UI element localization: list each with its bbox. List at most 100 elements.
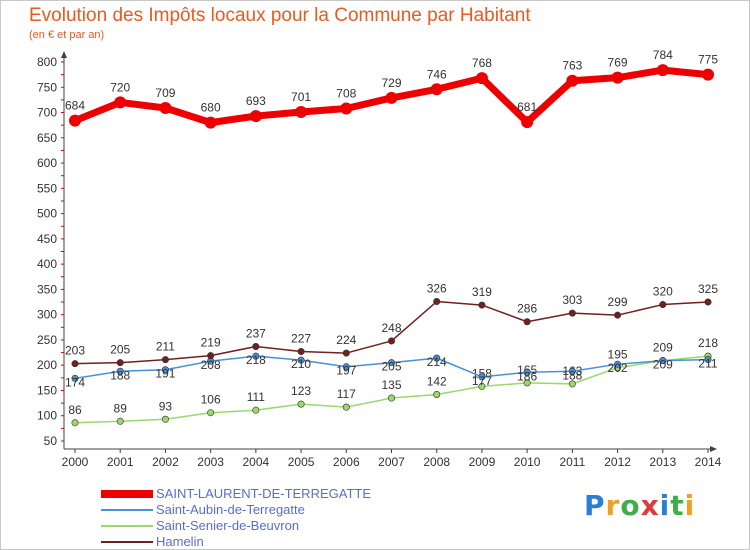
series-saint-aubin-data-label: 209 [653, 358, 673, 372]
series-saint-aubin-point [116, 367, 124, 375]
series-saint-senier-data-label: 117 [337, 387, 356, 401]
y-tick-label: 750 [37, 80, 57, 94]
series-saint-senier-data-label: 106 [201, 393, 221, 407]
series-saint-senier-point [297, 400, 305, 408]
legend-saint-laurent-label: SAINT-LAURENT-DE-TERREGATTE [156, 486, 372, 501]
line-chart: 50 100 150 200 250 300 350 400 450 500 550 600 650 70… [37, 48, 722, 469]
y-tick-label: 100 [37, 409, 57, 423]
series-saint-laurent-point [430, 83, 443, 96]
series-saint-aubin-point [297, 356, 305, 364]
x-tick-label: 2003 [197, 455, 224, 469]
series-saint-aubin-point [659, 357, 667, 365]
series-saint-laurent-data-label: 684 [65, 99, 85, 113]
series-hamelin-data-label: 286 [517, 302, 537, 316]
x-tick-label: 2010 [514, 455, 541, 469]
series-saint-aubin-data-label: 210 [291, 357, 311, 371]
series-saint-aubin-point [342, 363, 350, 371]
series-hamelin-point [704, 298, 712, 306]
series-saint-laurent-data-label: 746 [427, 67, 447, 81]
series-saint-laurent-point [566, 74, 579, 87]
x-tick-label: 2011 [559, 455, 585, 469]
series-saint-laurent-data-label: 763 [562, 59, 582, 73]
series-hamelin-point [161, 356, 169, 364]
series-hamelin-data-label: 299 [608, 295, 628, 309]
y-tick-label: 50 [44, 434, 58, 448]
series-hamelin-point [116, 359, 124, 367]
series-hamelin-data-label: 203 [65, 344, 85, 358]
series-hamelin-point [659, 301, 667, 309]
y-tick-label: 450 [37, 232, 57, 246]
series-saint-laurent-data-label: 681 [517, 100, 537, 114]
series-saint-aubin-point [161, 366, 169, 374]
legend-saint-senier-swatch [101, 525, 153, 527]
series-saint-senier-data-label: 93 [159, 399, 173, 413]
series-saint-aubin-data-label: 218 [246, 353, 266, 367]
series-saint-senier-point [161, 415, 169, 423]
series-hamelin-point [387, 337, 395, 345]
x-tick-label: 2005 [288, 455, 315, 469]
series-saint-senier-point [387, 394, 395, 402]
series-saint-laurent-data-label: 680 [201, 101, 221, 115]
series-saint-senier-data-label: 111 [247, 390, 266, 404]
series-saint-aubin-data-label: 188 [110, 368, 130, 382]
series-saint-laurent-data-label: 720 [110, 80, 130, 94]
series-saint-laurent-point [69, 114, 81, 127]
y-tick-label: 150 [37, 383, 57, 397]
legend-hamelin-swatch [101, 541, 153, 543]
x-tick-label: 2012 [604, 455, 631, 469]
series-saint-laurent-data-label: 701 [291, 90, 311, 104]
series-saint-aubin-data-label: 205 [381, 360, 401, 374]
series-hamelin-data-label: 320 [653, 285, 673, 299]
series-hamelin-data-label: 248 [381, 321, 401, 335]
y-tick-label: 350 [37, 282, 57, 296]
y-tick-label: 550 [37, 181, 57, 195]
series-saint-laurent-point [385, 91, 398, 104]
series-saint-aubin-data-label: 188 [562, 368, 582, 382]
legend-hamelin-label: Hamelin [156, 534, 204, 549]
series-saint-aubin-data-label: 177 [472, 374, 492, 388]
series-saint-senier-point [342, 403, 350, 411]
series-saint-laurent-point [340, 102, 353, 115]
series-hamelin-point [252, 343, 260, 351]
series-hamelin-data-label: 224 [336, 333, 356, 347]
chart-title: Evolution des Impôts locaux pour la Comm… [29, 5, 531, 26]
series-hamelin-data-label: 303 [562, 293, 582, 307]
series-saint-aubin-point [568, 367, 576, 375]
series-saint-senier-data-label: 195 [608, 348, 628, 362]
x-tick-label: 2000 [62, 455, 89, 469]
series-saint-laurent-data-label: 768 [472, 56, 492, 70]
legend-saint-aubin-label: Saint-Aubin-de-Terregatte [156, 502, 305, 517]
series-saint-aubin-data-label: 197 [336, 364, 356, 378]
series-saint-aubin-point [523, 368, 531, 376]
series-saint-aubin-data-label: 208 [201, 358, 221, 372]
series-saint-laurent-data-label: 709 [155, 86, 175, 100]
series-saint-laurent-point [204, 116, 217, 129]
series-saint-laurent-point [656, 64, 669, 77]
x-tick-label: 2014 [695, 455, 722, 469]
series-hamelin-point [297, 348, 305, 356]
proxiti-logo: Proxiti [584, 489, 696, 522]
series-hamelin-point [523, 318, 531, 326]
series-hamelin-point [342, 349, 350, 357]
series-hamelin-data-label: 227 [291, 332, 311, 346]
series-saint-laurent-data-label: 708 [336, 86, 356, 100]
x-tick-label: 2001 [107, 455, 134, 469]
y-tick-label: 700 [37, 106, 57, 120]
legend-saint-senier-label: Saint-Senier-de-Beuvron [156, 518, 300, 533]
y-tick-label: 300 [37, 308, 57, 322]
y-tick-label: 600 [37, 156, 57, 170]
y-tick-label: 250 [37, 333, 57, 347]
series-saint-senier-point [252, 406, 260, 414]
series-saint-senier-point [523, 379, 531, 387]
legend-saint-laurent-swatch [101, 490, 153, 498]
series-hamelin-point [207, 352, 215, 360]
series-hamelin-point [568, 309, 576, 317]
y-tick-label: 650 [37, 131, 57, 145]
series-saint-senier-data-label: 218 [698, 336, 718, 350]
series-saint-laurent-data-label: 784 [653, 48, 673, 62]
series-saint-senier-data-label: 209 [653, 341, 673, 355]
series-saint-laurent-point [159, 101, 172, 114]
series-hamelin-data-label: 205 [110, 343, 130, 357]
series-hamelin-data-label: 211 [156, 340, 175, 354]
